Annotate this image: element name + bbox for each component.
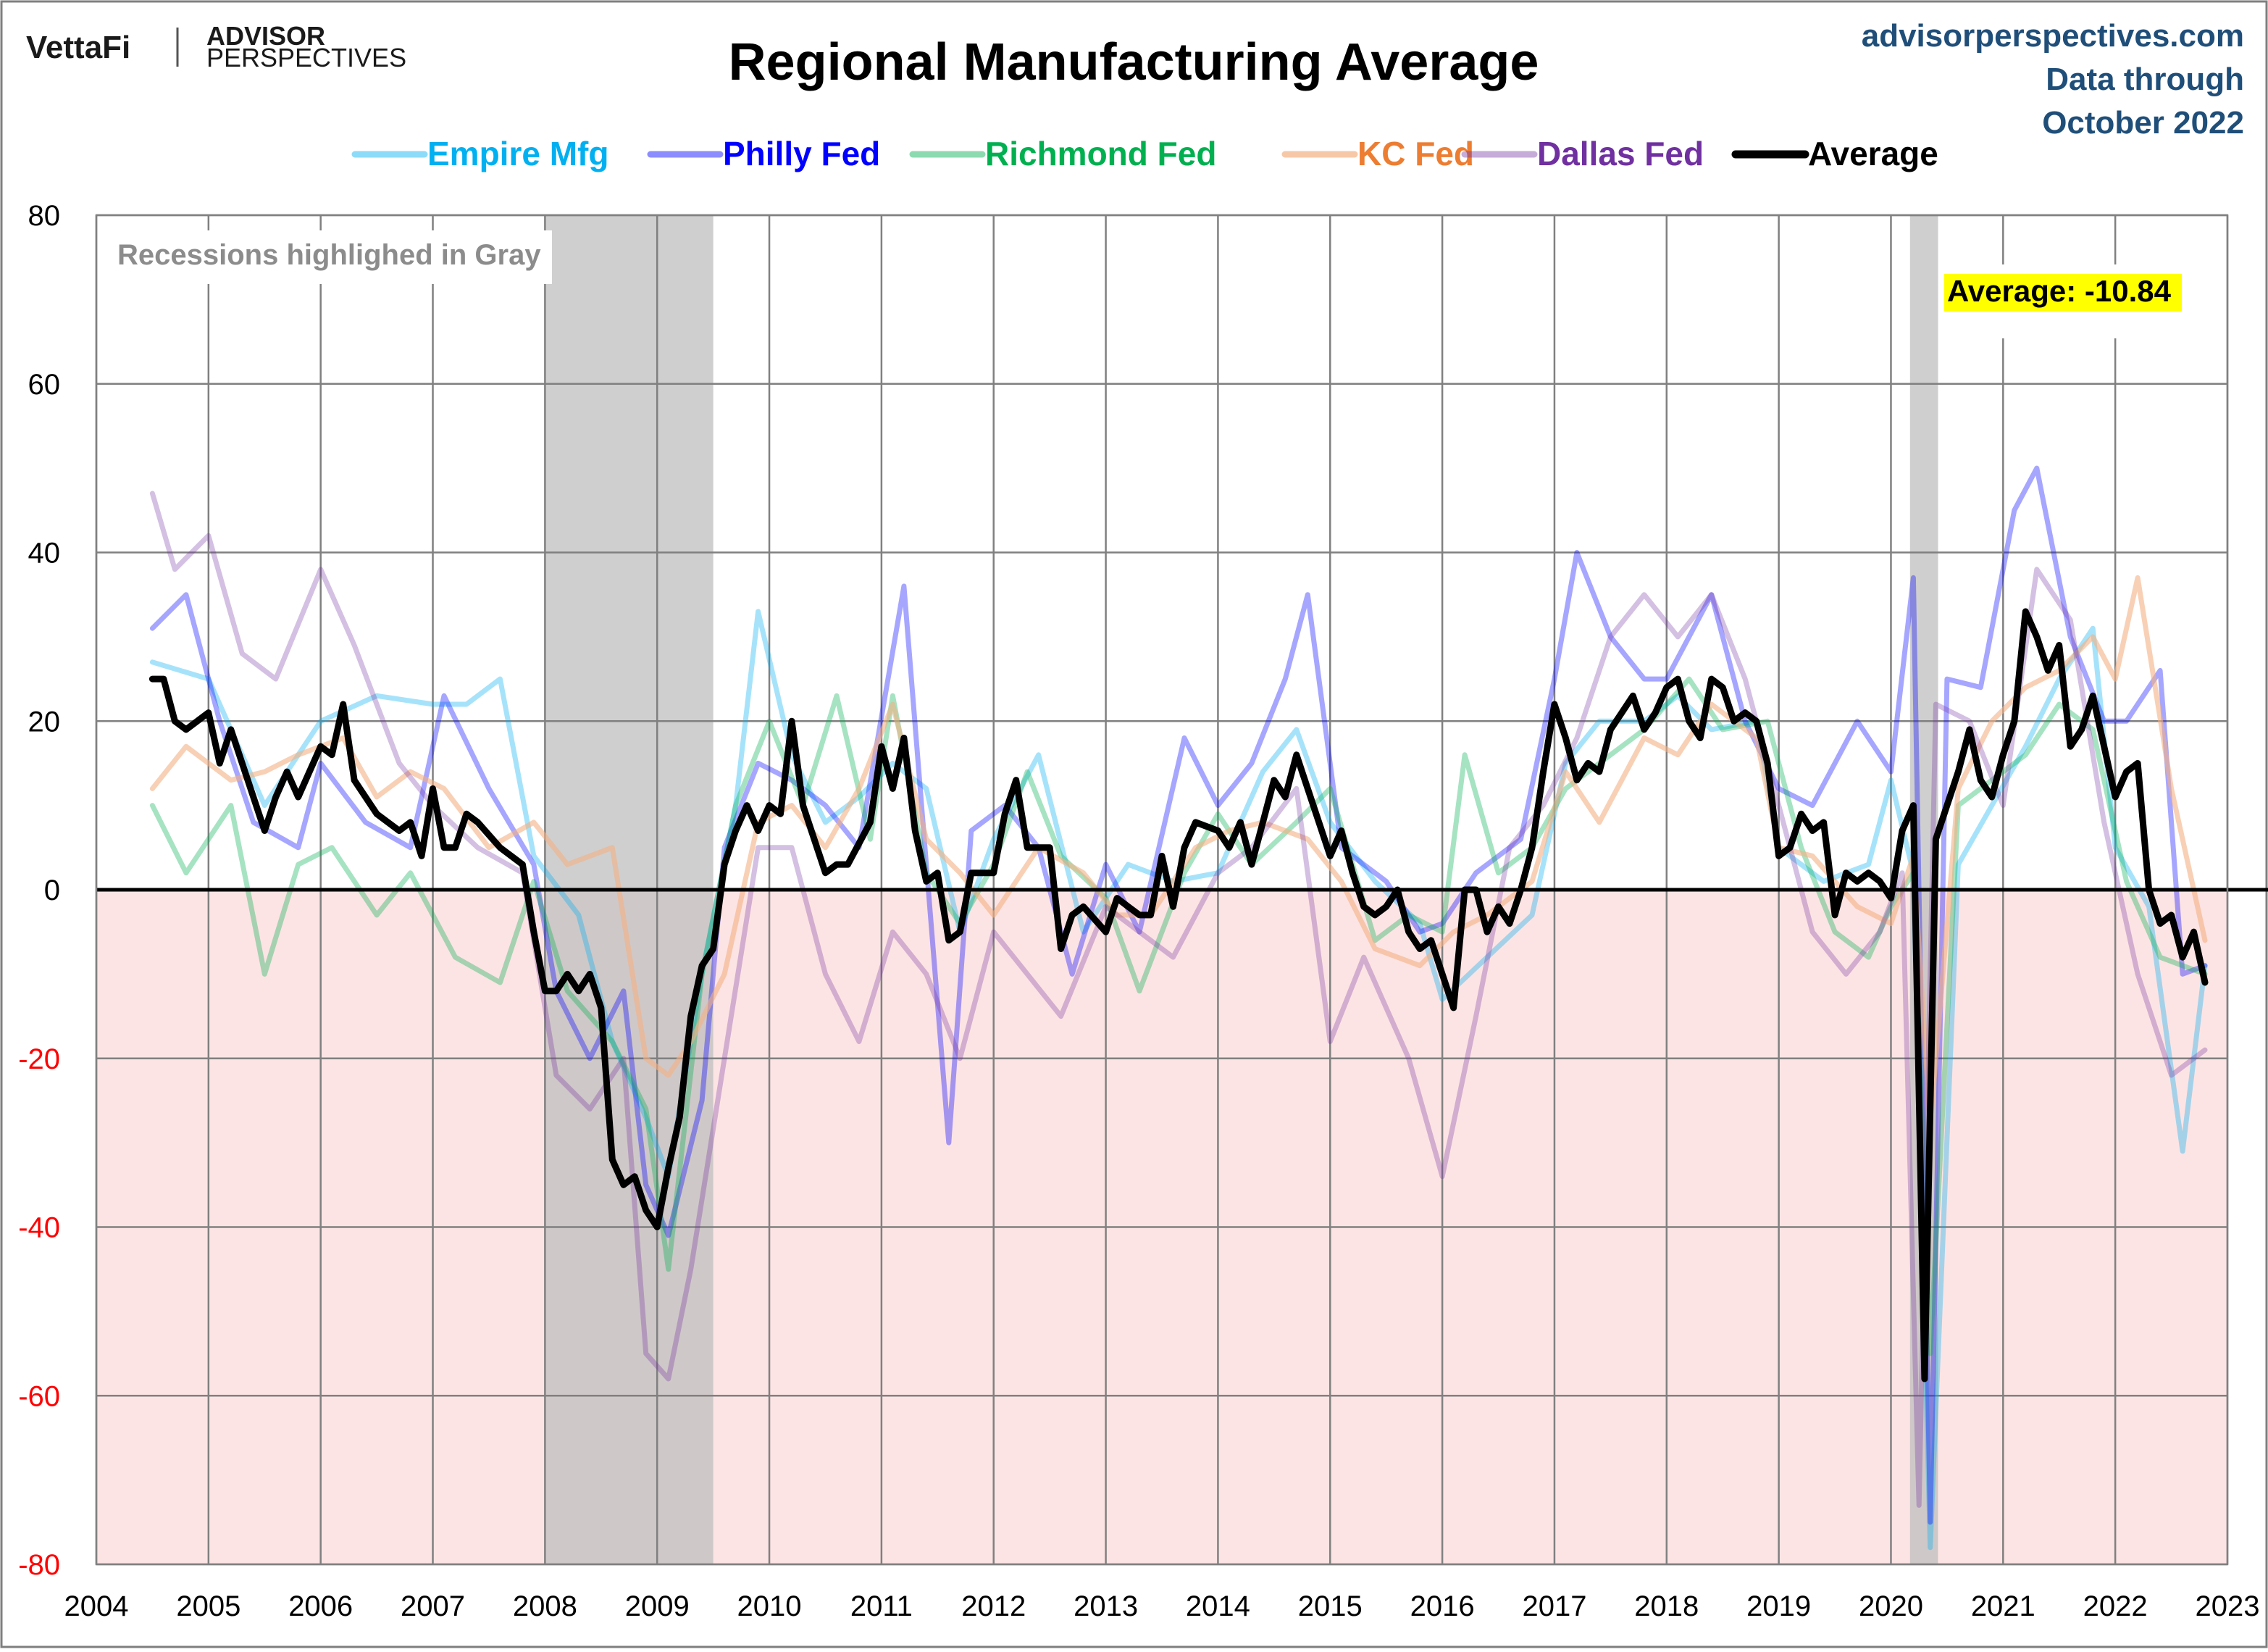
data-through-line2: October 2022: [2042, 105, 2244, 141]
chart-title: Regional Manufacturing Average: [729, 33, 1539, 91]
legend-item-dallas-fed: Dallas Fed: [1461, 135, 1704, 172]
logo-perspectives: PERSPECTIVES: [206, 43, 406, 72]
y-tick-label: -20: [18, 1043, 60, 1075]
legend-label: Empire Mfg: [427, 135, 608, 172]
x-tick-label: 2007: [401, 1590, 465, 1622]
recession-note-box: Recessions highlighed in Gray: [109, 230, 552, 284]
x-tick-label: 2016: [1410, 1590, 1475, 1622]
recession-note-background: [109, 230, 552, 284]
legend-label: Dallas Fed: [1537, 135, 1704, 172]
y-tick-label: -80: [18, 1549, 60, 1581]
y-tick-label: 40: [28, 538, 61, 570]
x-tick-label: 2014: [1186, 1590, 1250, 1622]
y-tick-label: 80: [28, 200, 61, 232]
x-tick-label: 2005: [176, 1590, 240, 1622]
last-value-callout: Average: -10.84: [1941, 264, 2186, 338]
x-tick-label: 2020: [1859, 1590, 1923, 1622]
x-tick-label: 2018: [1634, 1590, 1699, 1622]
legend-label: Richmond Fed: [985, 135, 1216, 172]
x-tick-label: 2022: [2083, 1590, 2148, 1622]
x-tick-label: 2006: [288, 1590, 353, 1622]
x-tick-label: 2019: [1746, 1590, 1811, 1622]
last-value-label: Average: -10.84: [1947, 274, 2172, 308]
legend-item-philly-fed: Philly Fed: [647, 135, 880, 172]
series-line-philly-fed: [149, 465, 2208, 1525]
x-tick-label: 2012: [961, 1590, 1026, 1622]
series-line-average: [148, 608, 2209, 1382]
x-tick-label: 2010: [737, 1590, 802, 1622]
y-tick-label: 60: [28, 369, 61, 401]
plot-border: [95, 214, 2229, 1566]
legend-label: Philly Fed: [723, 135, 880, 172]
x-tick-label: 2023: [2196, 1590, 2260, 1622]
legend-label: Average: [1808, 135, 1938, 172]
x-tick-label: 2015: [1298, 1590, 1363, 1622]
x-tick-label: 2009: [625, 1590, 690, 1622]
legend-label: KC Fed: [1357, 135, 1474, 172]
x-tick-label: 2004: [64, 1590, 129, 1622]
x-tick-label: 2013: [1074, 1590, 1138, 1622]
data-through-line1: Data through: [2046, 62, 2244, 97]
logo-advisor: ADVISOR: [206, 21, 325, 51]
x-tick-label: 2011: [850, 1590, 913, 1622]
y-tick-label: -60: [18, 1380, 60, 1412]
x-tick-label: 2008: [513, 1590, 577, 1622]
last-value-highlight: [1944, 274, 2182, 312]
legend-item-average: Average: [1731, 135, 1938, 172]
y-tick-label: -40: [18, 1212, 60, 1244]
legend-item-empire-mfg: Empire Mfg: [351, 135, 608, 172]
legend: Empire Mfg Philly Fed Richmond Fed KC Fed Da…: [351, 135, 1938, 172]
y-tick-label: 0: [44, 875, 60, 906]
x-tick-label: 2017: [1522, 1590, 1586, 1622]
legend-item-richmond-fed: Richmond Fed: [909, 135, 1216, 172]
y-tick-label: 20: [28, 706, 61, 738]
source-site: advisorperspectives.com: [1862, 18, 2244, 54]
recession-note: Recessions highlighed in Gray: [117, 239, 541, 271]
legend-item-kc-fed: KC Fed: [1281, 135, 1474, 172]
x-tick-label: 2021: [1971, 1590, 2035, 1622]
logo-vettafi: VettaFi: [26, 30, 130, 65]
